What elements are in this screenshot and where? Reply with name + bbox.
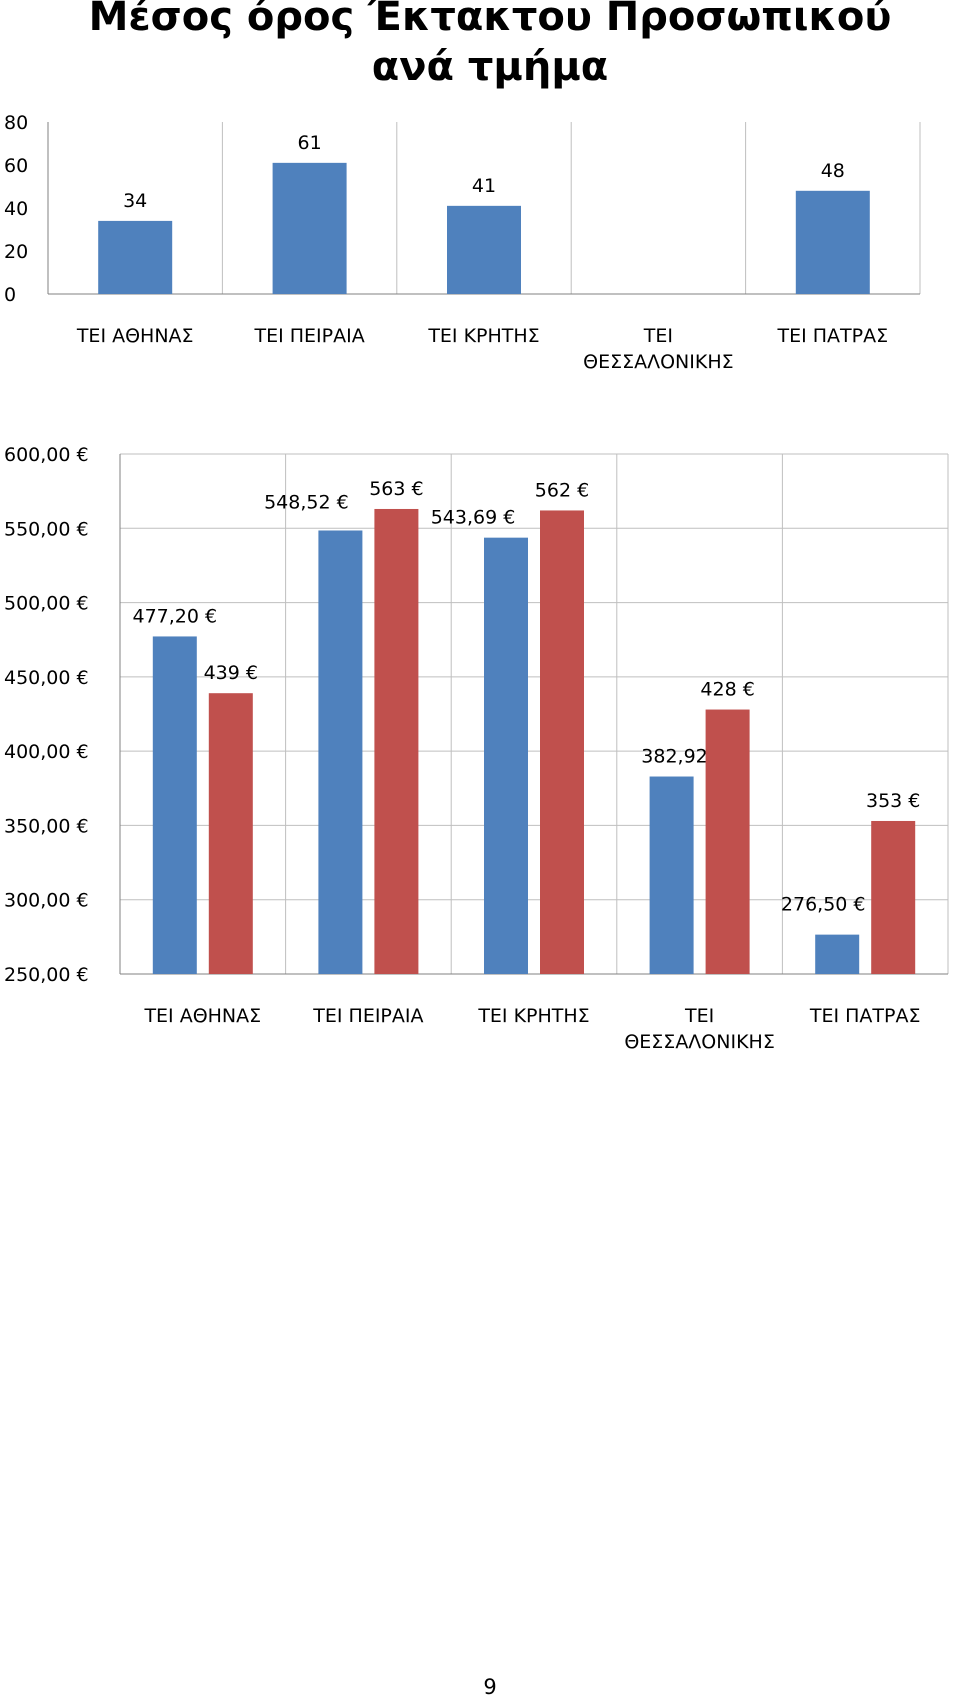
data-label: 276,50 € <box>781 894 866 916</box>
bar <box>540 510 584 974</box>
bar <box>272 162 347 294</box>
chart-title: Μέσος όρος Έκτακτου Προσωπικού ανά τμήμα <box>88 0 892 90</box>
data-label: 548,52 € <box>264 491 349 513</box>
x-category-label: ΤΕΙ ΚΡΗΤΗΣ <box>477 1005 589 1027</box>
x-category-label: ΤΕΙ ΠΕΙΡΑΙΑ <box>312 1005 423 1027</box>
bar <box>152 636 197 974</box>
bar <box>374 508 419 974</box>
y-tick-label: 60 <box>4 155 28 177</box>
y-tick-label: 80 <box>4 112 28 134</box>
page-number: 9 <box>483 1675 497 1699</box>
data-label: 41 <box>472 175 496 197</box>
x-category-label: ΤΕΙ ΠΕΙΡΑΙΑ <box>253 325 364 347</box>
data-label: 439 € <box>204 662 258 684</box>
x-category-label: ΤΕΙ ΠΑΤΡΑΣ <box>776 325 888 347</box>
x-category-label: ΤΕΙ ΑΘΗΝΑΣ <box>143 1005 261 1027</box>
data-label: 543,69 € <box>431 507 516 529</box>
bar <box>795 190 870 294</box>
y-tick-label: 450,00 € <box>4 667 89 689</box>
x-category-label: ΤΕΙ ΑΘΗΝΑΣ <box>76 325 194 347</box>
bar <box>649 776 694 974</box>
cost-comparison-chart: 250,00 € 300,00 € 350,00 € 400,00 € 450,00 €… <box>4 444 949 1053</box>
data-label: 562 € <box>535 479 589 501</box>
data-label: 48 <box>821 160 845 182</box>
y-tick-label: 550,00 € <box>4 518 89 540</box>
bar <box>705 709 750 974</box>
data-label: 353 € <box>866 790 920 812</box>
bar <box>98 220 173 294</box>
x-category-label: ΤΕΙ ΚΡΗΤΗΣ <box>427 325 539 347</box>
x-category-label: ΤΕΙ ΠΑΤΡΑΣ <box>809 1005 921 1027</box>
bar <box>815 934 860 974</box>
y-tick-label: 400,00 € <box>4 741 89 763</box>
bar <box>871 820 916 974</box>
x-category-label: ΤΕΙ ΘΕΣΣΑΛΟΝΙΚΗΣ <box>624 1005 775 1053</box>
bar <box>318 530 363 974</box>
data-label: 428 € <box>700 679 754 701</box>
data-label: 61 <box>298 132 322 154</box>
x-category-label: ΤΕΙ ΘΕΣΣΑΛΟΝΙΚΗΣ <box>583 325 734 373</box>
bar <box>484 537 528 974</box>
data-label: 382,92 € <box>641 746 726 768</box>
data-label: 563 € <box>369 478 423 500</box>
y-tick-label: 20 <box>4 241 28 263</box>
staff-average-chart: 0 20 40 60 80 34 61 41 48 ΤΕΙ ΑΘΗΝΑΣ ΤΕΙ ΠΕΙΡΑΙΑ ΤΕ… <box>4 112 921 373</box>
y-tick-label: 250,00 € <box>4 964 89 986</box>
data-label: 34 <box>123 190 147 212</box>
y-tick-label: 0 <box>4 284 16 306</box>
y-tick-label: 300,00 € <box>4 890 89 912</box>
bar <box>208 693 253 974</box>
y-tick-label: 350,00 € <box>4 815 89 837</box>
y-tick-label: 600,00 € <box>4 444 89 466</box>
data-label: 477,20 € <box>132 605 217 627</box>
y-tick-label: 40 <box>4 198 28 220</box>
bar <box>447 205 521 294</box>
y-tick-label: 500,00 € <box>4 593 89 615</box>
